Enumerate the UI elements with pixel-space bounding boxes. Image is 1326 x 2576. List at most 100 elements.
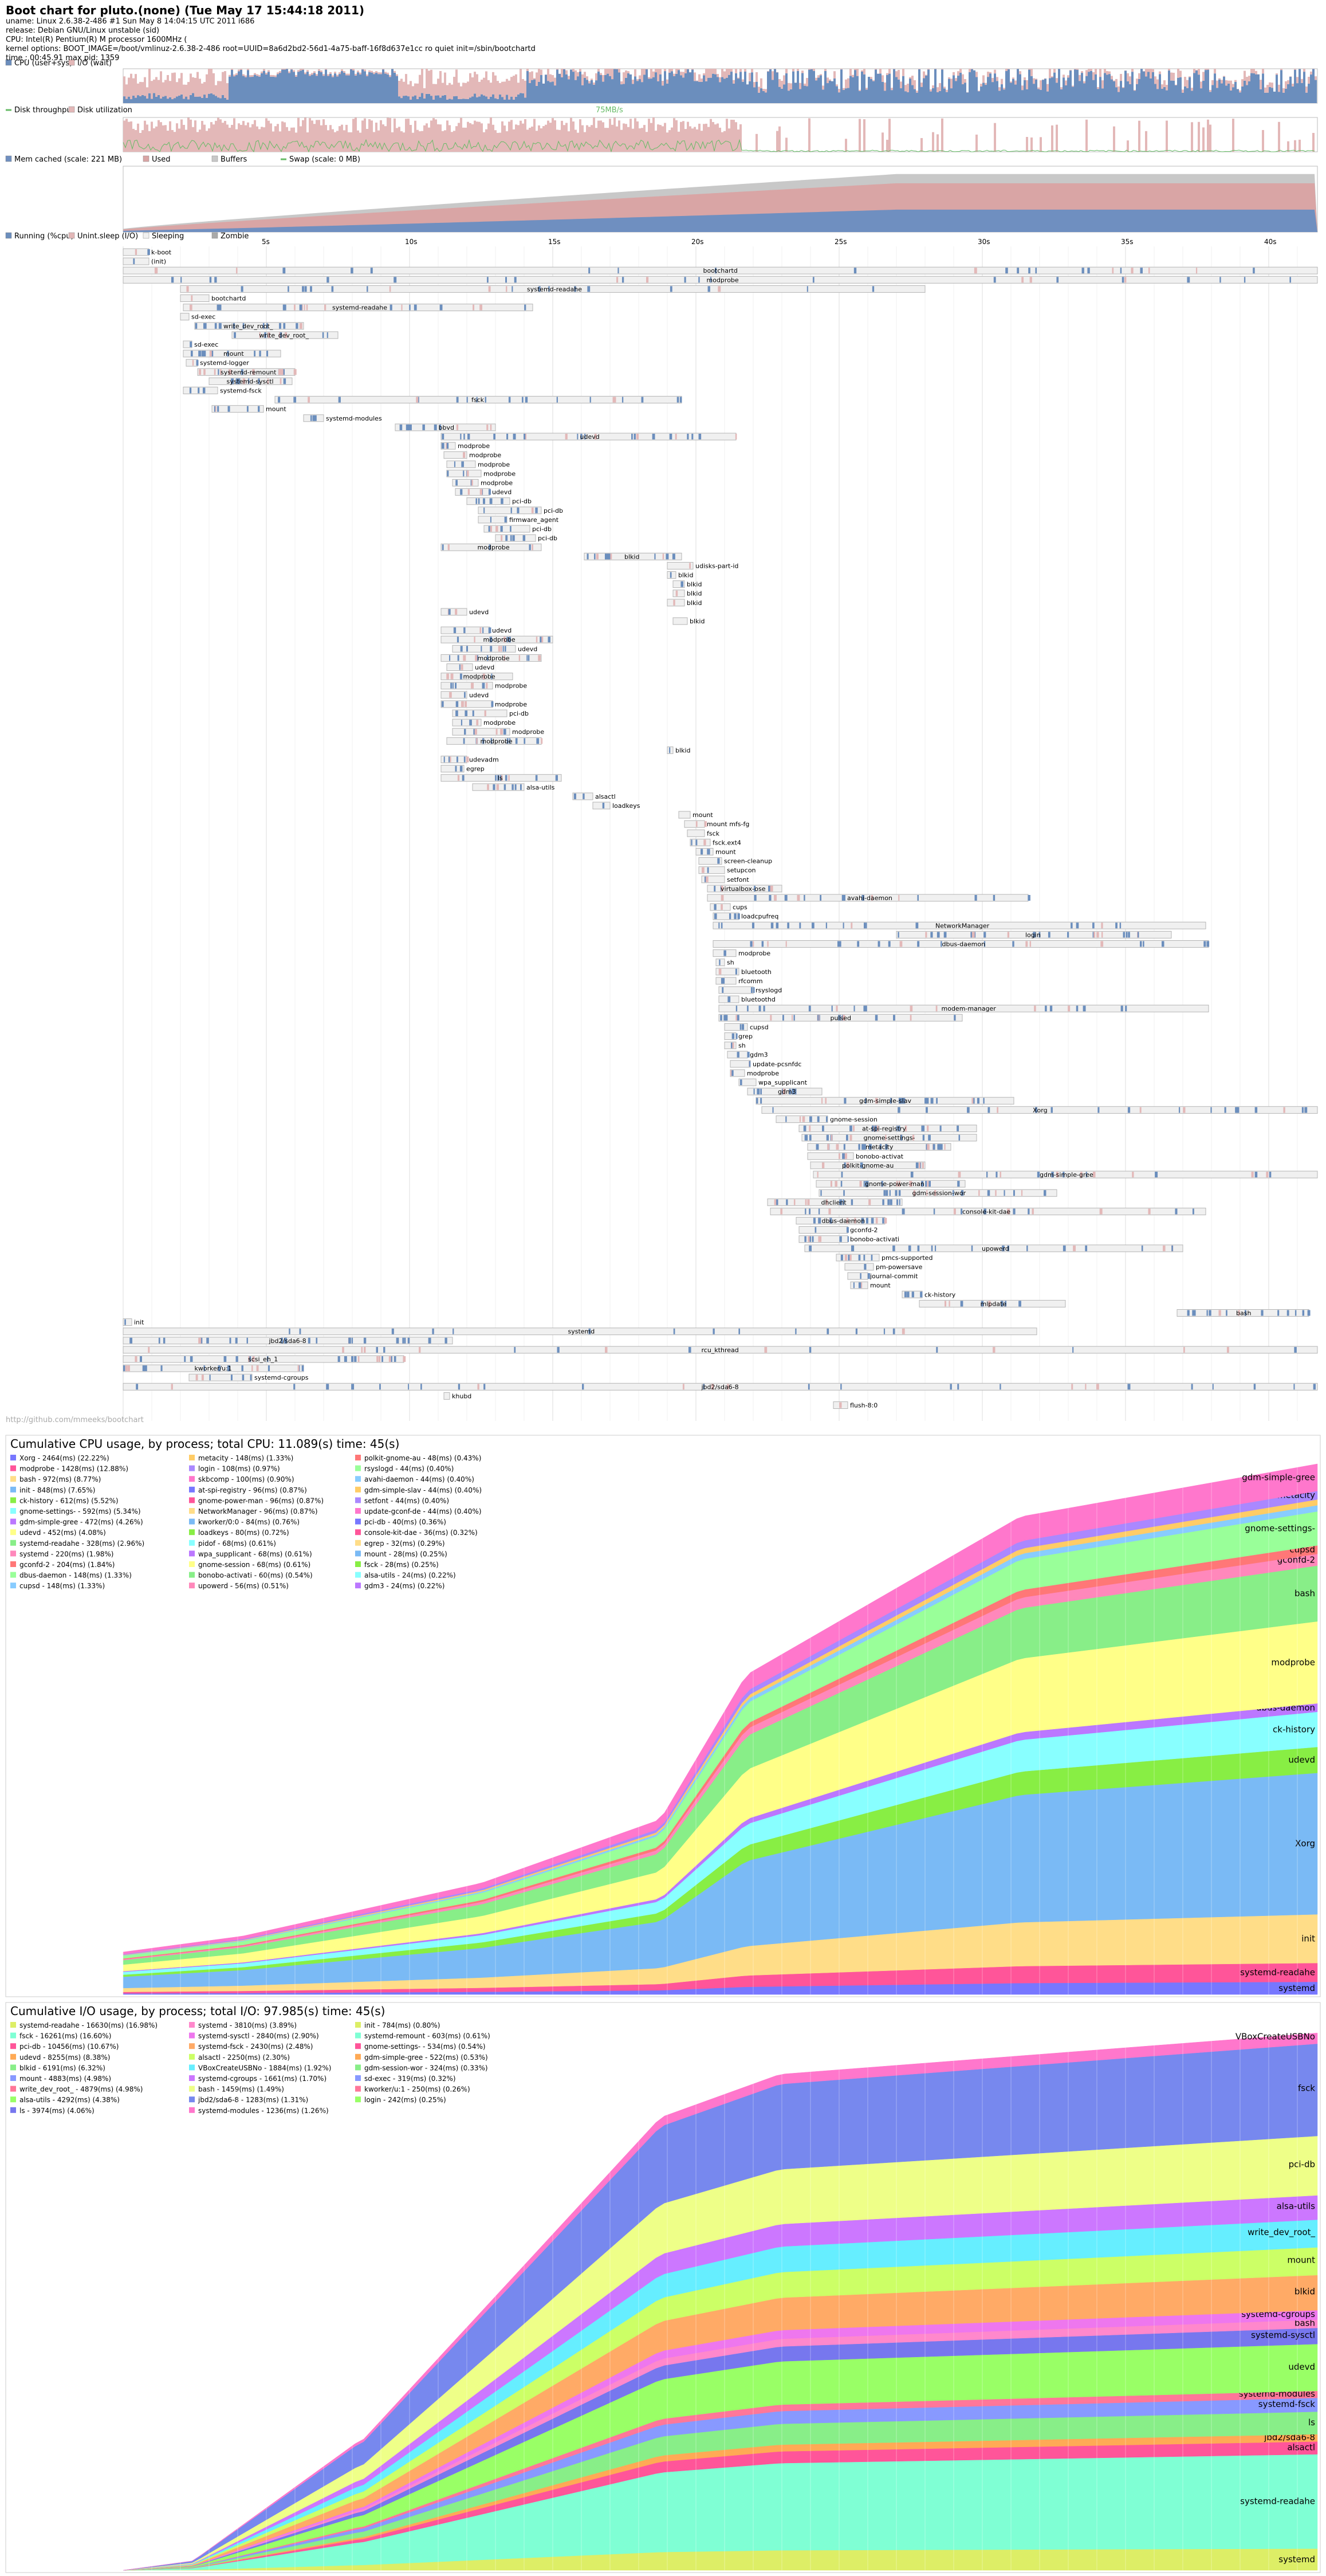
cpu-bar <box>494 98 497 103</box>
cpu-bar <box>914 89 916 103</box>
cpu-bar <box>868 77 870 103</box>
legend-proc-unint-label: Unint.sleep (I/O) <box>77 232 138 241</box>
disk-util-bar <box>423 125 426 152</box>
process-bar <box>123 257 149 265</box>
process-activity <box>840 1384 842 1390</box>
process-activity <box>267 332 270 338</box>
io-area-label: alsactl <box>1287 2443 1315 2453</box>
cpu-bar <box>1008 69 1010 103</box>
process-activity <box>214 406 215 412</box>
process-bar <box>695 848 714 855</box>
process-bar <box>478 506 542 515</box>
io-wait-bar <box>930 89 932 92</box>
io-wait-bar <box>297 70 300 72</box>
process-activity <box>267 378 269 384</box>
io-wait-bar <box>882 75 884 82</box>
io-wait-bar <box>513 76 515 100</box>
io-wait-bar <box>327 74 329 76</box>
io-wait-bar <box>813 69 815 71</box>
cpu-bar <box>270 76 272 103</box>
io-wait-bar <box>969 69 971 72</box>
process-activity <box>284 268 286 274</box>
disk-util-bar <box>570 117 572 152</box>
process-activity <box>503 729 506 735</box>
cpu-bar <box>382 69 384 103</box>
disk-util-bar <box>536 131 538 152</box>
process-bar <box>440 608 467 616</box>
process-activity <box>449 655 451 661</box>
disk-util-bar <box>524 119 526 152</box>
process-activity <box>484 710 486 716</box>
process-activity <box>396 1337 399 1344</box>
process-activity <box>1313 1384 1316 1390</box>
disk-util-bar <box>366 128 368 152</box>
process-activity <box>456 424 459 430</box>
io-legend-swatch <box>10 2053 16 2060</box>
process-activity <box>351 1337 353 1344</box>
io-wait-bar <box>1049 69 1051 78</box>
io-area-label: systemd <box>1278 2554 1315 2565</box>
cpu-bar <box>957 76 959 103</box>
cpu-bar <box>288 73 290 103</box>
cpu-bar <box>801 73 804 103</box>
io-wait-bar <box>1083 81 1085 84</box>
cpu-bar <box>1289 76 1292 103</box>
io-wait-bar <box>517 83 520 95</box>
io-wait-bar <box>1014 80 1017 85</box>
process-bar <box>440 543 542 551</box>
io-wait-bar <box>1145 69 1147 77</box>
process-activity <box>186 286 189 292</box>
io-wait-bar <box>1221 80 1223 84</box>
cpu-bar <box>1154 84 1156 103</box>
process-activity <box>941 941 942 947</box>
cpu-bar <box>1269 87 1271 103</box>
disk-util-bar <box>288 131 290 152</box>
process-activity <box>898 1125 900 1132</box>
cpu-bar <box>696 81 698 103</box>
io-wait-bar <box>854 69 856 70</box>
process-activity <box>1013 1190 1015 1196</box>
cpu-bar <box>712 73 714 103</box>
cpu-legend-entry: mount - 28(ms) (0.25%) <box>364 1550 447 1558</box>
process-label: systemd-readahe <box>527 285 582 293</box>
io-wait-bar <box>465 83 467 99</box>
disk-util-bar <box>219 119 222 152</box>
process-activity <box>326 277 329 283</box>
cpu-bar <box>620 84 623 103</box>
process-activity <box>1187 1310 1190 1316</box>
process-activity <box>1025 941 1028 947</box>
io-wait-bar <box>1227 80 1230 84</box>
process-activity <box>465 701 467 707</box>
disk-util-bar <box>201 121 203 152</box>
cpu-bar <box>863 74 865 103</box>
cpu-bar <box>1216 88 1218 103</box>
process-activity <box>1021 277 1024 283</box>
disk-util-bar <box>462 127 465 152</box>
io-wait-bar <box>991 77 994 83</box>
cpu-bar <box>531 80 533 103</box>
cpu-bar <box>767 71 769 103</box>
process-activity <box>467 489 470 495</box>
process-activity <box>874 1125 877 1132</box>
cpu-bar <box>895 77 898 103</box>
process-activity <box>843 1190 845 1196</box>
io-wait-bar <box>776 72 778 73</box>
io-wait-bar <box>1033 78 1035 84</box>
cpu-bar <box>529 83 531 103</box>
cpu-bar <box>710 77 712 103</box>
process-label: at-spi-registry <box>862 1125 906 1133</box>
cpu-bar <box>1294 69 1296 103</box>
disk-util-bar <box>510 120 513 152</box>
process-activity <box>750 941 753 947</box>
cpu-bar <box>421 93 423 103</box>
process-label: pci-db <box>512 498 532 505</box>
process-activity <box>722 987 724 993</box>
process-activity <box>858 1144 860 1150</box>
process-label: dhclient <box>821 1199 847 1206</box>
io-wait-bar <box>680 72 682 76</box>
io-wait-bar <box>694 72 696 81</box>
process-activity <box>389 286 391 292</box>
io-wait-bar <box>1209 89 1211 92</box>
process-activity <box>529 544 531 551</box>
process-activity <box>843 1199 844 1205</box>
